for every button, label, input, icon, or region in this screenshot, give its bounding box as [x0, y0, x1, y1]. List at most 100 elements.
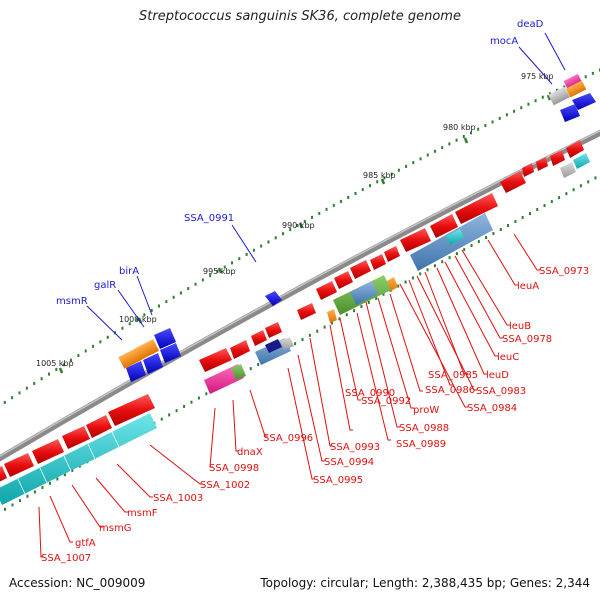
leader-line [136, 275, 153, 316]
minor-tick [55, 367, 58, 371]
gene-feature [230, 340, 250, 359]
leader-line [232, 399, 239, 452]
minor-tick [360, 305, 363, 309]
minor-tick [172, 295, 175, 299]
minor-tick [128, 322, 131, 326]
minor-tick [331, 321, 334, 325]
minor-tick [260, 244, 263, 248]
minor-tick [499, 228, 502, 232]
minor-tick [216, 269, 219, 273]
minor-tick [62, 363, 65, 367]
minor-tick [498, 116, 501, 120]
leader-line [149, 444, 203, 485]
minor-tick [41, 486, 44, 490]
minor-tick [294, 342, 297, 346]
minor-tick [455, 138, 458, 142]
minor-tick [325, 207, 328, 211]
leader-line [309, 337, 333, 447]
minor-tick [558, 196, 561, 200]
gene-feature [316, 281, 337, 300]
minor-tick [419, 157, 422, 161]
minor-tick [223, 265, 226, 269]
minor-tick [441, 146, 444, 150]
minor-tick [249, 367, 252, 371]
reverse-gene-label: msmG [99, 523, 131, 534]
gene-separator [17, 478, 26, 495]
reverse-gene-label: SSA_0994 [324, 457, 374, 468]
gene-separator [63, 455, 72, 472]
leader-line [487, 239, 518, 286]
minor-tick [205, 392, 208, 396]
gene-feature [560, 162, 576, 178]
minor-tick [18, 391, 21, 395]
forward-gene-label: SSA_0991 [184, 213, 234, 224]
minor-tick [40, 377, 43, 381]
major-tick [58, 367, 64, 374]
minor-tick [594, 176, 597, 180]
gene-feature [0, 413, 157, 505]
minor-tick [274, 236, 277, 240]
leader-line [287, 367, 315, 480]
map-title: Streptococcus sanguinis SK36, complete g… [139, 9, 461, 24]
minor-tick [121, 326, 124, 330]
leader-line [339, 317, 361, 401]
reverse-gene-label: SSA_0996 [263, 433, 313, 444]
minor-tick [412, 161, 415, 165]
gene-feature [118, 348, 143, 369]
gene-feature [4, 453, 34, 477]
tick-label: 980 kbp [443, 123, 476, 132]
leader-line [356, 312, 391, 441]
gene-feature [143, 353, 163, 374]
gene-feature [265, 339, 282, 353]
minor-tick [347, 195, 350, 199]
reverse-gene-label: SSA_0983 [476, 386, 526, 397]
reverse-gene-label: SSA_0973 [539, 266, 589, 277]
minor-tick [591, 71, 594, 75]
leader-line [329, 324, 353, 431]
minor-tick [376, 180, 379, 184]
minor-tick [469, 131, 472, 135]
tick-label: 975 kbp [521, 72, 554, 81]
minor-tick [521, 216, 524, 220]
reverse-gene-label: msmF [127, 508, 158, 519]
reverse-gene-label: SSA_0993 [330, 442, 380, 453]
forward-gene-label: galR [94, 280, 116, 291]
gene-feature [350, 281, 378, 305]
minor-tick [238, 257, 241, 261]
leader-line [297, 354, 325, 462]
minor-tick [3, 400, 6, 404]
leader-line [95, 477, 128, 513]
forward-leaders [86, 32, 566, 341]
minor-tick [179, 291, 182, 295]
minor-tick [296, 224, 299, 227]
minor-tick [71, 468, 74, 472]
reverse-gene-label: SSA_0990 [345, 388, 395, 399]
minor-tick [548, 92, 551, 96]
minor-tick [257, 362, 260, 366]
minor-tick [267, 240, 270, 244]
minor-tick [477, 240, 480, 244]
forward-gene-label: msmR [56, 296, 88, 307]
topology-text: Topology: circular; Length: 2,388,435 bp… [260, 576, 590, 590]
minor-tick [543, 204, 546, 208]
minor-tick [368, 184, 371, 188]
minor-tick [18, 499, 21, 503]
tick-label: 1005 kbp [36, 359, 74, 368]
forward-labels: deaD mocA SSA_0991 birA galR msmR [56, 19, 544, 307]
reverse-gene-label: SSA_0988 [399, 423, 449, 434]
gene-feature [566, 140, 584, 158]
gene-feature [135, 339, 160, 360]
minor-tick [462, 135, 465, 139]
forward-gene-label: birA [119, 266, 139, 277]
minor-tick [367, 300, 370, 304]
gene-feature [563, 73, 583, 91]
gene-separator [39, 467, 48, 484]
reverse-gene-label: SSA_0985 [428, 370, 478, 381]
tick-label: 1000 kbp [119, 315, 157, 324]
minor-tick [281, 232, 284, 236]
reverse-gene-label: leuB [509, 321, 531, 332]
leader-line [518, 46, 553, 85]
minor-tick [77, 354, 80, 358]
gene-feature [384, 246, 400, 262]
minor-tick [536, 208, 539, 212]
